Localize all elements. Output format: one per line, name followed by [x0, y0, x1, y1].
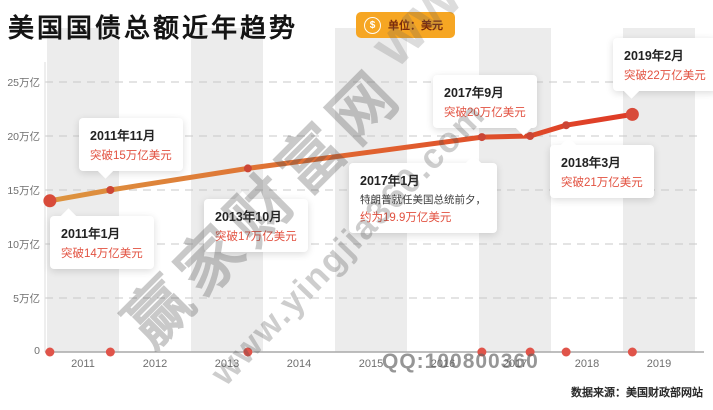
x-tick-label: 2014: [286, 358, 312, 370]
coin-icon: $: [364, 16, 381, 34]
y-tick-label: 25万亿: [7, 77, 40, 89]
x-tick-label: 2017: [502, 358, 528, 370]
data-point-marker: [625, 107, 639, 121]
callout-value: 突破20万亿美元: [444, 107, 526, 119]
callout-2019-02: 2019年2月 突破22万亿美元: [613, 38, 713, 99]
data-point-marker: [526, 132, 535, 140]
callout-date: 2018年3月: [561, 156, 621, 170]
callout-2017-09: 2017年9月 突破20万亿美元: [433, 75, 537, 136]
y-tick-label: 0: [34, 345, 40, 357]
callout-2017-01: 2017年1月 特朗普就任美国总统前夕， 约为19.9万亿美元: [349, 155, 497, 233]
x-tick-label: 2011: [71, 358, 95, 370]
callout-value: 突破15万亿美元: [90, 150, 172, 162]
x-tick-label: 2018: [574, 358, 600, 370]
baseline-event-dot: [477, 347, 487, 357]
callout-date: 2013年10月: [215, 210, 282, 224]
x-tick-label: 2012: [142, 358, 168, 370]
callout-2011-11: 2011年11月 突破15万亿美元: [79, 118, 183, 179]
callout-value: 突破17万亿美元: [215, 231, 297, 243]
y-tick-label: 15万亿: [7, 185, 40, 197]
unit-badge: $ 单位：美元: [356, 12, 455, 38]
baseline-event-dot: [105, 347, 115, 357]
unit-badge-label: 单位：美元: [388, 20, 443, 32]
callout-date: 2019年2月: [624, 49, 684, 63]
baseline-event-dot: [45, 347, 55, 357]
callout-value: 突破21万亿美元: [561, 177, 643, 189]
page-title: 美国国债总额近年趋势: [8, 13, 299, 43]
baseline-event-dot: [525, 347, 535, 357]
y-tick-label: 20万亿: [7, 131, 40, 143]
callout-date: 2011年11月: [90, 129, 156, 143]
x-tick-label: 2019: [646, 358, 672, 370]
callout-date: 2011年1月: [61, 227, 121, 241]
callout-2018-03: 2018年3月 突破21万亿美元: [550, 137, 654, 198]
y-tick-label: 5万亿: [13, 293, 40, 305]
callout-value: 突破14万亿美元: [61, 248, 143, 260]
data-point-marker: [106, 186, 115, 194]
x-tick-label: 2013: [214, 358, 240, 370]
baseline-event-dot: [561, 347, 571, 357]
callout-date: 2017年9月: [444, 86, 504, 100]
data-point-marker: [243, 164, 252, 173]
x-tick-label: 2015: [358, 358, 384, 370]
data-point-marker: [43, 194, 57, 208]
callout-desc: 特朗普就任美国总统前夕，: [360, 194, 486, 206]
callout-2013-10: 2013年10月 突破17万亿美元: [204, 191, 308, 252]
data-point-marker: [562, 121, 571, 130]
x-tick-label: 2016: [430, 358, 456, 370]
callout-2011-01: 2011年1月 突破14万亿美元: [50, 208, 154, 269]
callout-value: 约为19.9万亿美元: [360, 212, 452, 224]
data-source-note: 数据来源：美国财政部网站: [571, 387, 703, 399]
series-layer: [43, 107, 639, 357]
callout-date: 2017年1月: [360, 174, 420, 188]
baseline-event-dot: [627, 347, 637, 357]
data-point-marker: [477, 133, 486, 142]
baseline-event-dot: [243, 347, 253, 357]
y-tick-label: 10万亿: [7, 239, 40, 251]
callout-value: 突破22万亿美元: [624, 70, 706, 82]
